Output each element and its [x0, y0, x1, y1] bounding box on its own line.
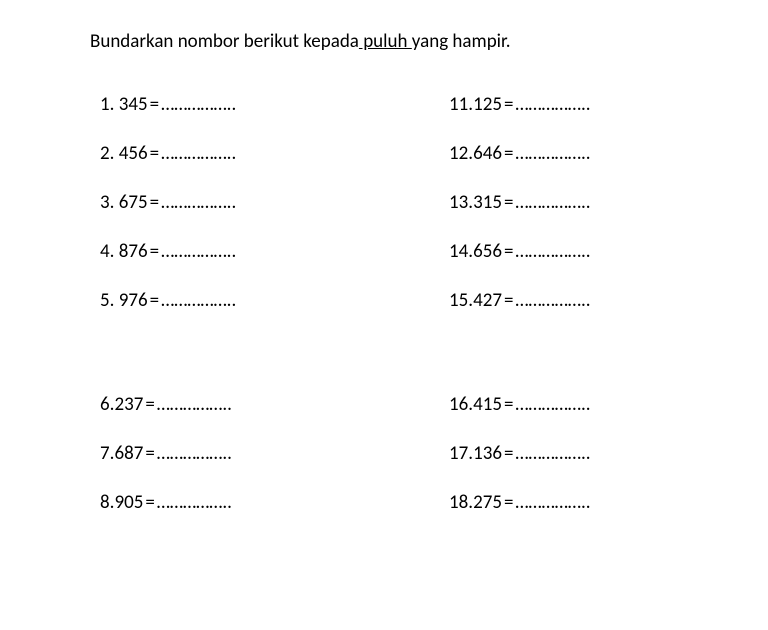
answer-blank: ……………..	[515, 442, 590, 465]
equals-sign: =	[504, 289, 513, 312]
answer-blank: ……………..	[157, 442, 232, 465]
question-value: 656	[473, 240, 502, 263]
answer-blank: ……………..	[161, 289, 236, 312]
equals-sign: =	[150, 289, 159, 312]
equals-sign: =	[504, 491, 513, 514]
question-value: 415	[473, 393, 502, 416]
equals-sign: =	[504, 93, 513, 116]
question-item: 2. 456 = ……………..	[100, 142, 369, 165]
equals-sign: =	[504, 393, 513, 416]
question-number: 15.	[449, 289, 473, 312]
instruction-underlined: puluh	[359, 30, 412, 53]
question-value: 315	[473, 191, 502, 214]
question-number: 18.	[449, 491, 473, 514]
question-item: 18. 275 = ……………..	[449, 491, 718, 514]
answer-blank: ……………..	[161, 240, 236, 263]
answer-blank: ……………..	[515, 289, 590, 312]
instruction-text: Bundarkan nombor berikut kepada puluh ya…	[90, 30, 718, 53]
question-item: 12. 646 = ……………..	[449, 142, 718, 165]
answer-blank: ……………..	[161, 93, 236, 116]
answer-blank: ……………..	[515, 93, 590, 116]
answer-blank: ……………..	[515, 191, 590, 214]
question-number: 11.	[449, 93, 473, 116]
answer-blank: ……………..	[515, 491, 590, 514]
question-number: 7.	[100, 442, 114, 465]
answer-blank: ……………..	[515, 240, 590, 263]
answer-blank: ……………..	[157, 393, 232, 416]
question-item: 15. 427 = ……………..	[449, 289, 718, 312]
equals-sign: =	[504, 142, 513, 165]
question-number: 3.	[100, 191, 114, 214]
question-item: 17. 136 = ……………..	[449, 442, 718, 465]
question-value: 646	[473, 142, 502, 165]
question-item: 5. 976 = ……………..	[100, 289, 369, 312]
question-number: 17.	[449, 442, 473, 465]
question-number: 5.	[100, 289, 114, 312]
question-value: 456	[119, 142, 148, 165]
question-item: 13. 315 = ……………..	[449, 191, 718, 214]
equals-sign: =	[504, 442, 513, 465]
question-item: 14. 656 = ……………..	[449, 240, 718, 263]
equals-sign: =	[145, 393, 154, 416]
equals-sign: =	[145, 442, 154, 465]
question-value: 876	[119, 240, 148, 263]
answer-blank: ……………..	[515, 142, 590, 165]
question-item: 6. 237 = ……………..	[100, 393, 369, 416]
question-value: 345	[119, 93, 148, 116]
answer-blank: ……………..	[157, 491, 232, 514]
question-value: 427	[473, 289, 502, 312]
answer-blank: ……………..	[515, 393, 590, 416]
equals-sign: =	[504, 240, 513, 263]
equals-sign: =	[150, 191, 159, 214]
equals-sign: =	[150, 93, 159, 116]
left-column: 1. 345 = …………….. 2. 456 = …………….. 3. 675…	[100, 93, 369, 540]
worksheet-columns: 1. 345 = …………….. 2. 456 = …………….. 3. 675…	[100, 93, 718, 540]
question-value: 125	[473, 93, 502, 116]
question-number: 4.	[100, 240, 114, 263]
question-item: 8. 905 = ……………..	[100, 491, 369, 514]
equals-sign: =	[150, 142, 159, 165]
answer-blank: ……………..	[161, 142, 236, 165]
question-item: 11. 125 = ……………..	[449, 93, 718, 116]
question-item: 16. 415 = ……………..	[449, 393, 718, 416]
equals-sign: =	[504, 191, 513, 214]
question-number: 1.	[100, 93, 114, 116]
question-value: 905	[114, 491, 143, 514]
equals-sign: =	[150, 240, 159, 263]
question-value: 237	[114, 393, 143, 416]
right-column: 11. 125 = …………….. 12. 646 = …………….. 13. …	[449, 93, 718, 540]
question-item: 4. 876 = ……………..	[100, 240, 369, 263]
question-number: 14.	[449, 240, 473, 263]
question-value: 275	[473, 491, 502, 514]
question-number: 13.	[449, 191, 473, 214]
question-value: 976	[119, 289, 148, 312]
question-item: 1. 345 = ……………..	[100, 93, 369, 116]
question-number: 16.	[449, 393, 473, 416]
question-item: 7. 687 = ……………..	[100, 442, 369, 465]
answer-blank: ……………..	[161, 191, 236, 214]
instruction-prefix: Bundarkan nombor berikut kepada	[90, 30, 359, 53]
question-value: 136	[473, 442, 502, 465]
question-value: 675	[119, 191, 148, 214]
question-number: 2.	[100, 142, 114, 165]
question-value: 687	[114, 442, 143, 465]
question-number: 12.	[449, 142, 473, 165]
question-number: 6.	[100, 393, 114, 416]
section-gap	[449, 338, 718, 393]
question-item: 3. 675 = ……………..	[100, 191, 369, 214]
section-gap	[100, 338, 369, 393]
instruction-suffix: yang hampir.	[412, 30, 511, 53]
question-number: 8.	[100, 491, 114, 514]
equals-sign: =	[145, 491, 154, 514]
